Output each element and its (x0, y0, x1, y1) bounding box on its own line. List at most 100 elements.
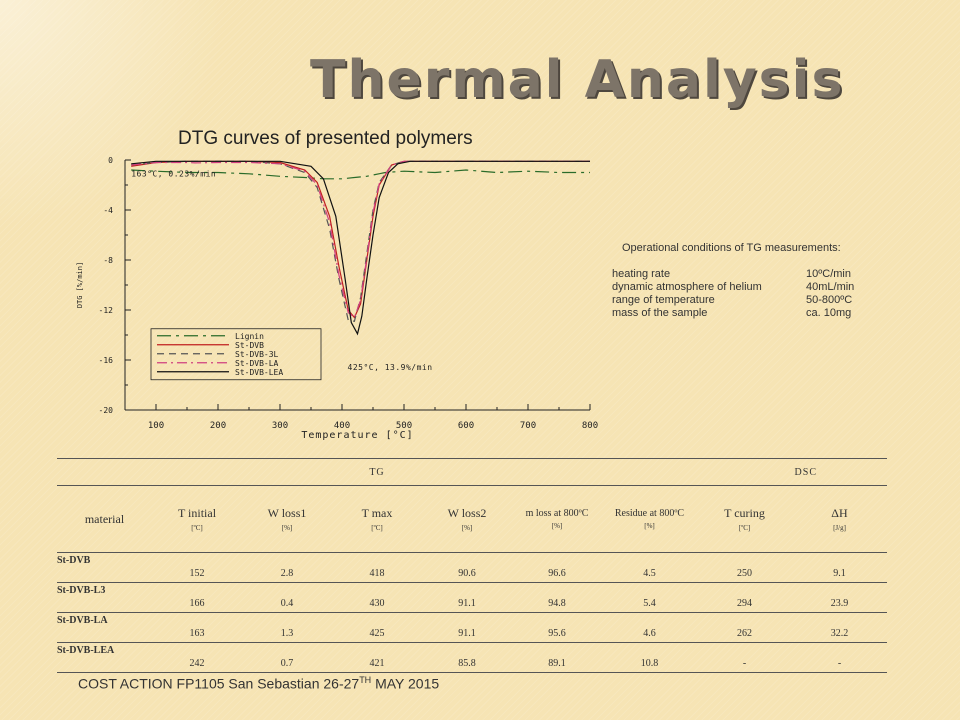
chart-curves (131, 160, 590, 336)
group-dsc: DSC (602, 458, 887, 486)
table-row: St-DVB-L3 166 0.4 430 91.1 94.8 5.4 294 23.9 (57, 582, 887, 613)
col-label: W loss1 (267, 506, 307, 520)
condition-row: heating rate 10ºC/min (612, 268, 912, 281)
table-group-row: TG DSC (57, 458, 887, 486)
series-line-lignin (131, 169, 590, 180)
col-label: material (84, 511, 125, 526)
table-cell: 4.5 (602, 552, 697, 583)
table-cell: 96.6 (512, 552, 602, 583)
col-t-initial: T initial [ºC] (152, 485, 242, 553)
results-table: TG DSC material T initial [ºC] W loss1 [%]… (57, 458, 887, 673)
condition-label: heating rate (612, 268, 671, 280)
col-label: T max (361, 506, 393, 520)
table-cell: 250 (697, 552, 792, 583)
condition-label: mass of the sample (612, 307, 708, 319)
x-tick-label: 400 (334, 421, 350, 431)
col-unit: [%] (644, 522, 655, 530)
col-t-max: T max [ºC] (332, 485, 422, 553)
footer-tail: MAY 2015 (371, 675, 440, 692)
table-cell: 262 (697, 612, 792, 643)
col-unit: [ºC] (191, 524, 203, 532)
condition-row: mass of the sample ca. 10mg (612, 307, 912, 320)
table-cell: 91.1 (422, 582, 512, 613)
table-cell: 90.6 (422, 552, 512, 583)
operational-conditions: Operational conditions of TG measurement… (612, 242, 912, 320)
col-t-curing: T curing [ºC] (697, 485, 792, 553)
table-cell: 85.8 (422, 642, 512, 673)
slide-subtitle: DTG curves of presented polymers (178, 128, 473, 149)
dtg-chart: 0 -4 -8 -12 -16 -20 100 200 300 400 500 600 700 800 Te… (76, 156, 598, 441)
col-label: ΔH (831, 506, 848, 520)
col-w-loss2: W loss2 [%] (422, 485, 512, 553)
footer-text: COST ACTION FP1105 San Sebastian 26-27 (78, 675, 360, 692)
legend-label: Lignin (235, 332, 264, 341)
x-tick-label: 300 (272, 421, 288, 431)
table-cell-material: St-DVB-L3 (57, 582, 152, 613)
annotation-initial: 163°C, 0.23%/min (131, 169, 216, 178)
table-cell-material: St-DVB-LA (57, 612, 152, 643)
table-cell: 0.7 (242, 642, 332, 673)
table-cell: 0.4 (242, 582, 332, 613)
col-unit: [%] (461, 524, 473, 532)
table-cell-material: St-DVB-LEA (57, 642, 152, 673)
x-tick-label: 200 (210, 421, 226, 431)
legend-label: St-DVB-LA (235, 359, 279, 368)
group-spacer (57, 458, 152, 486)
y-tick-label: -4 (103, 206, 113, 215)
table-cell: 32.2 (792, 612, 887, 643)
table-cell: 89.1 (512, 642, 602, 673)
col-unit: [ºC] (738, 524, 751, 532)
table-cell: 430 (332, 582, 422, 613)
corner-glow (0, 0, 230, 230)
table-cell: 1.3 (242, 612, 332, 643)
legend-box (150, 328, 322, 381)
table-body: St-DVB 152 2.8 418 90.6 96.6 4.5 250 9.1 St-DVB-L… (57, 552, 887, 673)
x-tick-label: 100 (148, 421, 164, 431)
col-material: material (57, 485, 152, 553)
table-row: St-DVB 152 2.8 418 90.6 96.6 4.5 250 9.1 (57, 552, 887, 583)
col-w-loss1: W loss1 [%] (242, 485, 332, 553)
footer-sup: TH (359, 675, 372, 685)
col-m-loss: m loss at 800ºC [%] (512, 485, 602, 553)
condition-value: 50-800ºC (806, 294, 853, 306)
col-label: Residue at 800ºC (614, 508, 685, 519)
table-cell-material: St-DVB (57, 552, 152, 583)
table-cell: 95.6 (512, 612, 602, 643)
table-cell: 23.9 (792, 582, 887, 613)
condition-row: dynamic atmosphere of helium 40mL/min (612, 281, 912, 294)
chart-labels: 163°C, 0.23%/min 425°C, 13.9%/min (131, 169, 432, 372)
col-unit: [%] (551, 522, 563, 530)
table-header-row: material T initial [ºC] W loss1 [%] T max [… (57, 485, 887, 553)
col-unit: [%] (281, 524, 293, 532)
chart-axes: 0 -4 -8 -12 -16 -20 100 200 300 400 500 600 700 800 Te… (76, 156, 598, 441)
x-tick-label: 500 (396, 421, 412, 431)
legend-label: St-DVB-3L (235, 350, 279, 359)
table-row: St-DVB-LEA 242 0.7 421 85.8 89.1 10.8- - (57, 642, 887, 673)
table-cell: 2.8 (242, 552, 332, 583)
table-cell: 418 (332, 552, 422, 583)
table-cell: 166 (152, 582, 242, 613)
col-label: m loss at 800ºC (525, 508, 589, 519)
condition-row: range of temperature 50-800ºC (612, 294, 912, 307)
slide-footer: COST ACTION FP1105 San Sebastian 26-27TH… (78, 675, 439, 692)
group-tg: TG (152, 458, 602, 486)
x-tick-label: 700 (520, 421, 536, 431)
y-tick-label: 0 (108, 156, 113, 165)
table-cell: 91.1 (422, 612, 512, 643)
y-tick-label: -16 (99, 356, 114, 365)
legend-label: St-DVB (235, 341, 264, 350)
table-cell: 4.6 (602, 612, 697, 643)
table-cell: 242 (152, 642, 242, 673)
table-cell: 421 (332, 642, 422, 673)
col-unit: [J/g] (833, 524, 846, 532)
x-tick-label: 600 (458, 421, 474, 431)
col-residue: Residue at 800ºC [%] (602, 485, 697, 553)
table-cell: - (697, 642, 792, 673)
y-tick-label: -8 (103, 256, 113, 265)
col-delta-h: ΔH [J/g] (792, 485, 887, 553)
table-cell: 294 (697, 582, 792, 613)
condition-value: 10ºC/min (806, 268, 851, 280)
table-cell: 425 (332, 612, 422, 643)
condition-label: range of temperature (612, 294, 715, 306)
